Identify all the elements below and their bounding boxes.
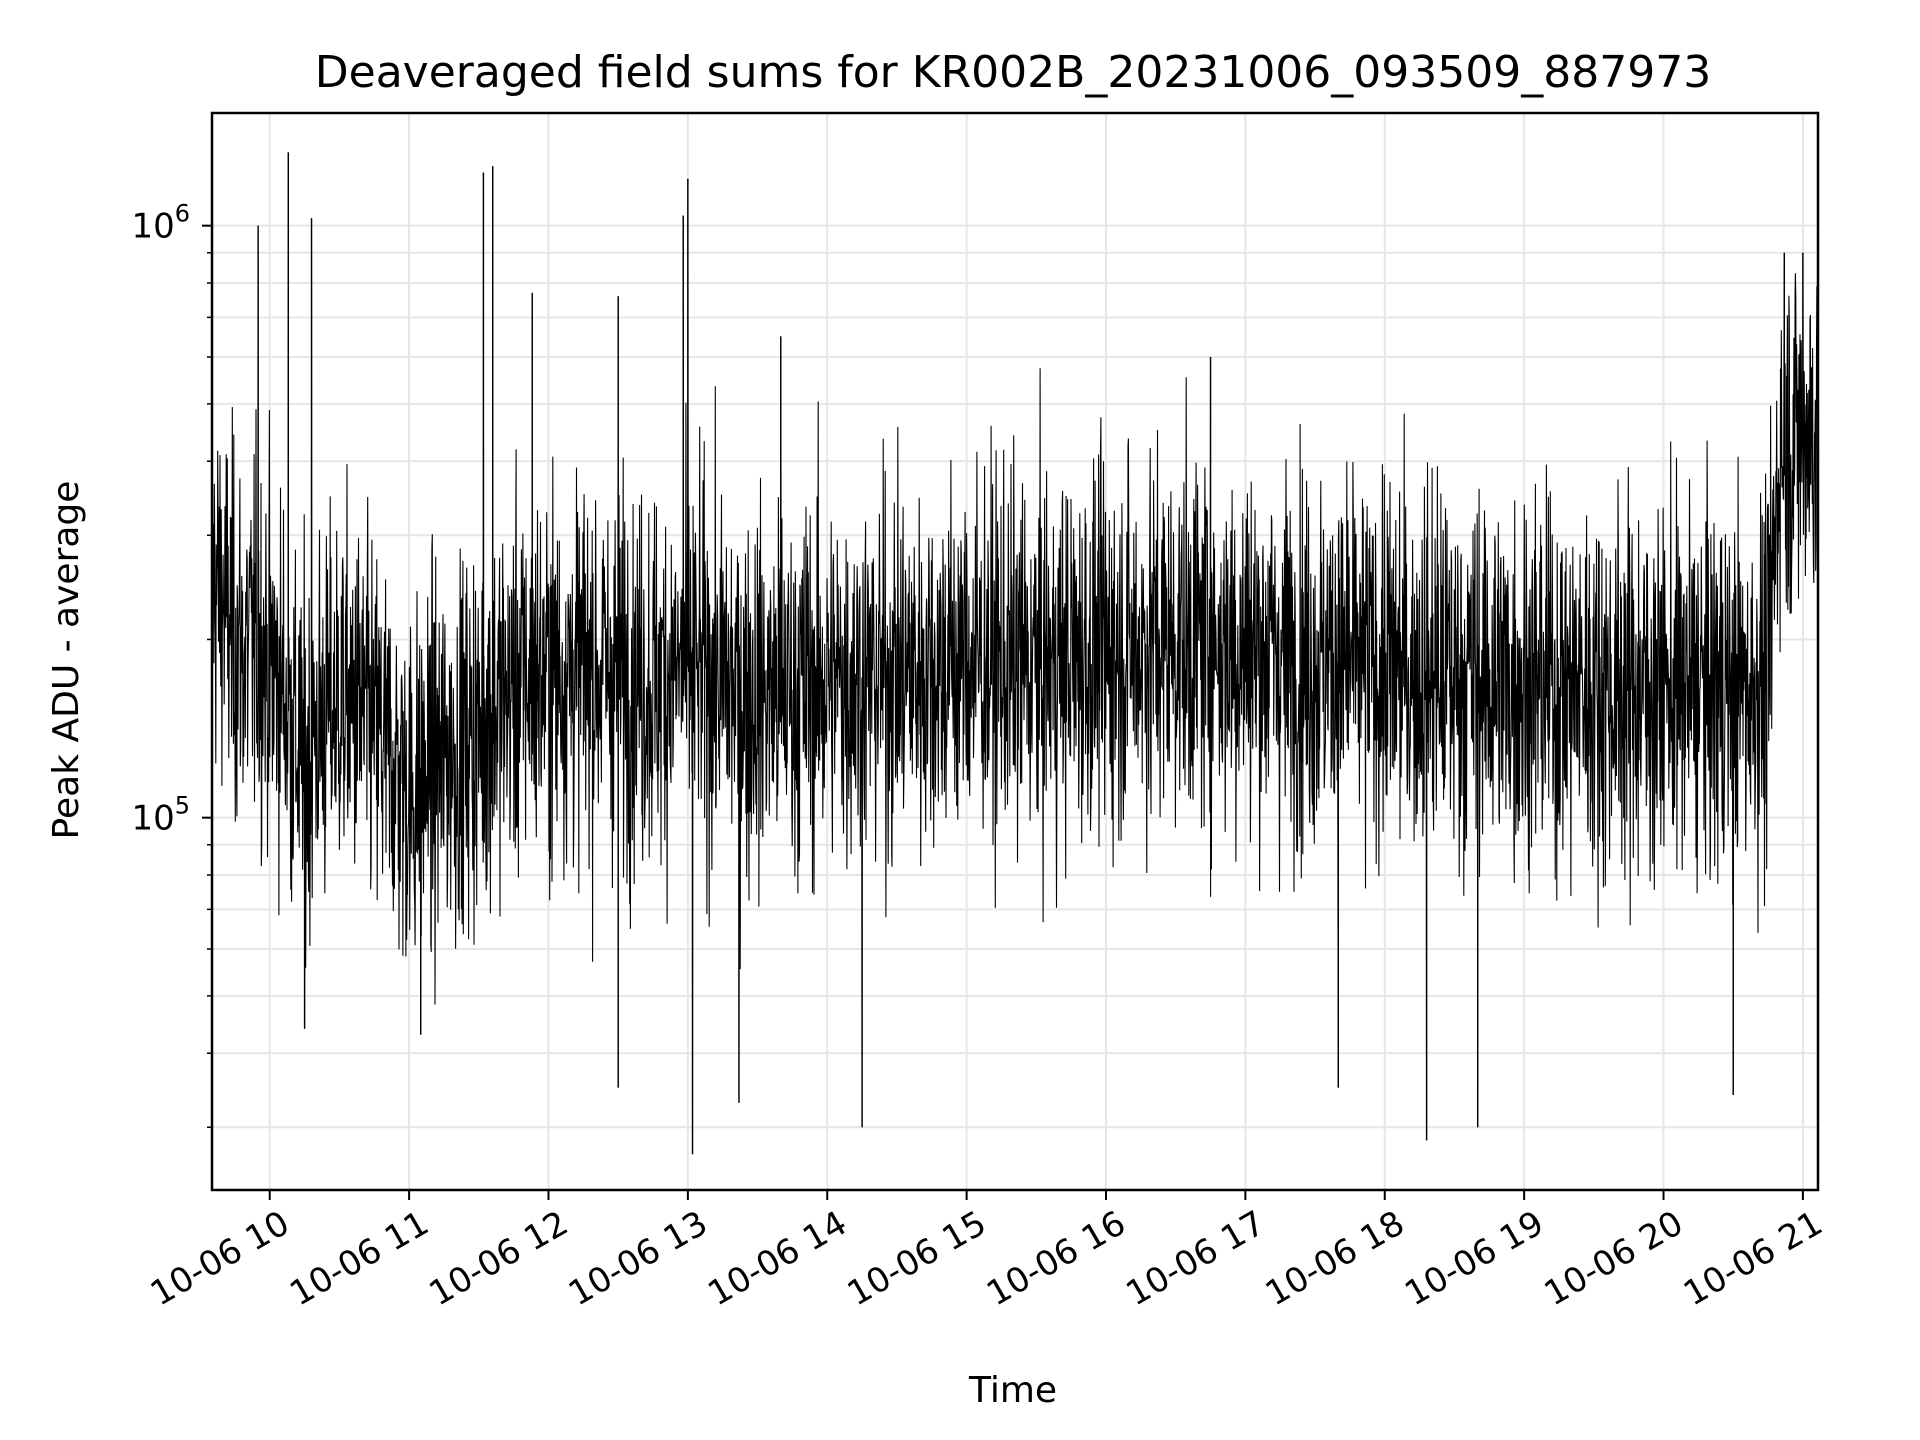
x-tick-label: 10-06 14 [701, 1203, 853, 1314]
x-tick-label: 10-06 13 [562, 1203, 714, 1314]
y-tick-label: 106 [131, 200, 190, 247]
chart-title: Deaveraged field sums for KR002B_2023100… [315, 47, 1711, 98]
x-tick-label: 10-06 18 [1259, 1203, 1411, 1314]
x-tick-label: 10-06 20 [1538, 1203, 1690, 1314]
plot-frame [210, 111, 1820, 1192]
series-line [211, 152, 1819, 1155]
x-tick-label: 10-06 21 [1677, 1203, 1829, 1314]
y-tick-label: 105 [131, 792, 190, 839]
x-tick-label: 10-06 16 [980, 1203, 1132, 1314]
x-tick-label: 10-06 15 [841, 1203, 993, 1314]
x-tick-label: 10-06 11 [283, 1203, 435, 1314]
x-axis-label: Time [968, 1370, 1057, 1411]
plot-area [211, 152, 1819, 1155]
grid [212, 113, 1818, 1190]
x-tick-label: 10-06 19 [1398, 1203, 1550, 1314]
y-axis-label: Peak ADU - average [46, 481, 87, 840]
x-tick-label: 10-06 17 [1119, 1203, 1271, 1314]
x-tick-label: 10-06 10 [144, 1203, 296, 1314]
x-tick-label: 10-06 12 [423, 1203, 575, 1314]
